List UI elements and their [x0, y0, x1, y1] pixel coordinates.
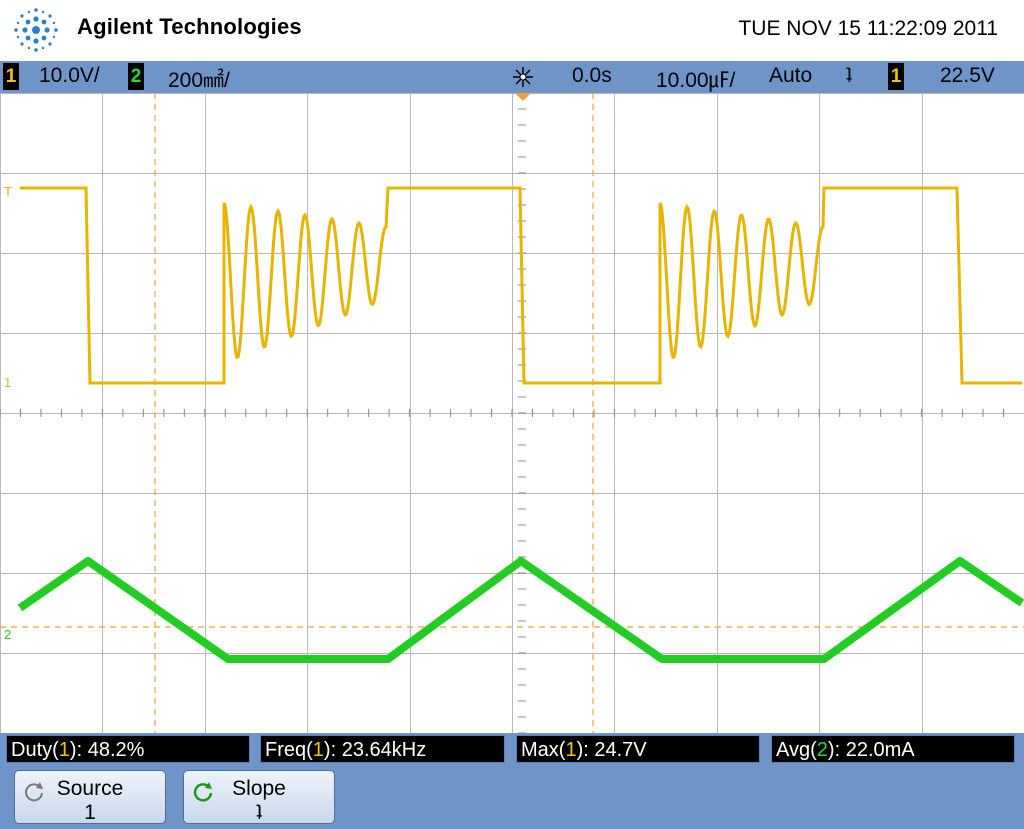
brand-name: Agilent Technologies — [77, 14, 302, 40]
softkey-value: 1 — [15, 801, 165, 825]
softkey-title: Source — [15, 777, 165, 801]
softkey-title: Slope — [184, 777, 334, 801]
date-time: TUE NOV 15 11:22:09 2011 — [738, 17, 998, 41]
avg-measurement[interactable]: Avg(2): 22.0mA — [771, 735, 1015, 763]
agilent-spark-logo-icon — [10, 4, 62, 56]
scope-display[interactable]: T 1 2 — [0, 93, 1024, 733]
channel-2-waveform — [20, 561, 1022, 659]
trigger-mode[interactable]: Auto — [769, 64, 812, 88]
softkey-bar: Source 1 Slope ʇ — [0, 765, 1024, 829]
source-softkey[interactable]: Source 1 — [14, 770, 166, 824]
run-state-icon — [511, 65, 535, 89]
channel-2-scale[interactable]: 200㎟/ — [168, 64, 230, 94]
measurement-bar: Duty(1): 48.2% Freq(1): 23.64kHz Max(1):… — [0, 733, 1024, 765]
duty-measurement[interactable]: Duty(1): 48.2% — [6, 735, 250, 763]
status-bar: 1 10.0V/ 2 200㎟/ 0.0s 10.00㎌/ Auto ʇ 1 2… — [0, 61, 1024, 93]
channel-1-ground-marker: 1 — [4, 375, 11, 390]
trigger-slope-icon: ʇ — [846, 64, 852, 88]
trigger-level[interactable]: 22.5V — [940, 64, 995, 88]
freq-measurement[interactable]: Freq(1): 23.64kHz — [260, 735, 505, 763]
softkey-value: ʇ — [184, 801, 334, 825]
timebase-scale[interactable]: 10.00㎌/ — [656, 64, 735, 94]
channel-1-waveform — [20, 188, 1022, 383]
trigger-position-icon — [515, 93, 531, 101]
header: Agilent Technologies TUE NOV 15 11:22:09… — [0, 0, 1024, 61]
trigger-level-marker: T — [4, 184, 12, 199]
channel-2-ground-marker: 2 — [4, 627, 11, 642]
channel-1-badge[interactable]: 1 — [3, 63, 19, 90]
slope-softkey[interactable]: Slope ʇ — [183, 770, 335, 824]
trigger-source-badge[interactable]: 1 — [888, 63, 904, 90]
channel-2-badge[interactable]: 2 — [128, 63, 144, 90]
horizontal-delay[interactable]: 0.0s — [572, 64, 612, 88]
max-measurement[interactable]: Max(1): 24.7V — [516, 735, 760, 763]
channel-1-scale[interactable]: 10.0V/ — [39, 64, 100, 88]
